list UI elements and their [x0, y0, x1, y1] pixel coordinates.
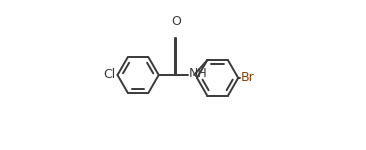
Text: O: O [171, 15, 181, 28]
Text: NH: NH [189, 67, 208, 80]
Text: Br: Br [240, 71, 254, 84]
Text: Cl: Cl [104, 69, 116, 81]
